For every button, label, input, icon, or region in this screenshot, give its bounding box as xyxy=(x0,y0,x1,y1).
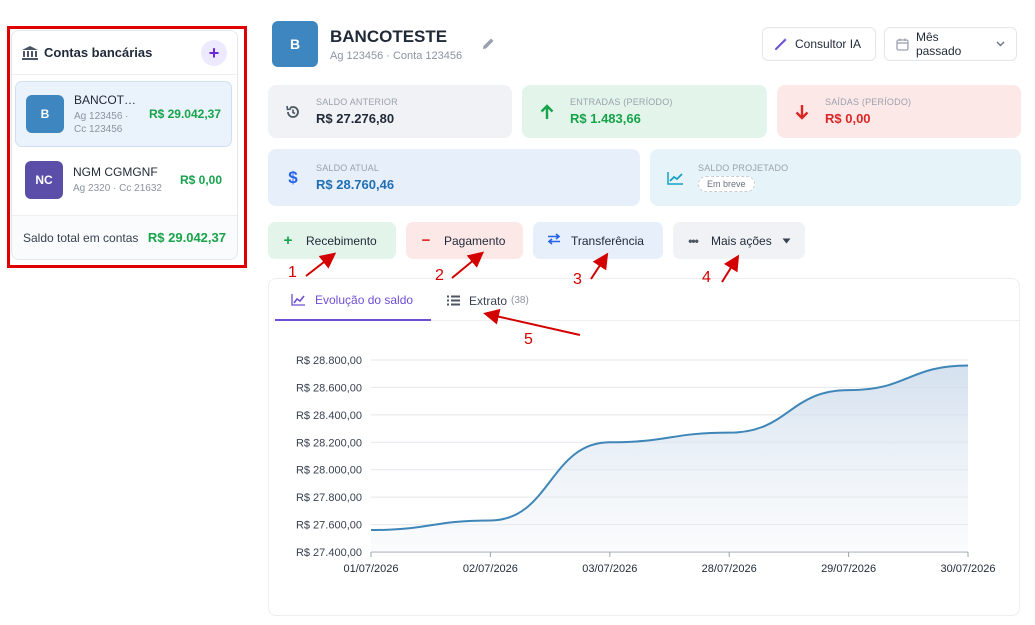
annotation-number: 2 xyxy=(435,267,444,284)
swap-arrows-icon xyxy=(547,232,561,249)
history-icon xyxy=(282,101,304,123)
annotation-number: 4 xyxy=(702,269,711,286)
annotation-arrow-4 xyxy=(721,254,740,283)
tab-label: Evolução do saldo xyxy=(315,292,414,307)
total-balance-label: Saldo total em contas xyxy=(23,230,139,245)
list-icon xyxy=(447,295,460,306)
stat-label: SAÍDAS (PERÍODO) xyxy=(825,97,912,107)
y-tick-label: R$ 27.800,00 xyxy=(296,492,362,504)
line-chart-icon xyxy=(664,167,686,189)
period-label: Mês passado xyxy=(915,30,962,58)
account-item-ngm[interactable]: NC NGM CGMGNF Ag 2320 · Cc 21632 R$ 0,00 xyxy=(15,147,232,213)
dollar-icon: $ xyxy=(288,167,298,187)
series-line xyxy=(370,364,969,532)
ellipsis-icon: ••• xyxy=(688,233,699,248)
total-balance-value: R$ 29.042,37 xyxy=(147,230,226,245)
stat-value: R$ 27.276,80 xyxy=(316,111,395,126)
tab-evolucao-saldo[interactable]: Evolução do saldo xyxy=(275,280,431,321)
x-tick-label: 01/07/2026 xyxy=(343,563,398,575)
account-balance: R$ 29.042,37 xyxy=(148,107,221,121)
y-tick-label: R$ 27.600,00 xyxy=(296,520,362,532)
mais-acoes-button[interactable]: ••• Mais ações xyxy=(673,222,805,259)
annotation-arrow-2 xyxy=(451,251,485,279)
transferencia-label: Transferência xyxy=(571,233,644,248)
annotation-number: 5 xyxy=(524,331,533,348)
account-agency: Ag 123456 · xyxy=(74,110,129,122)
add-account-button[interactable]: + xyxy=(201,39,227,66)
account-avatar: NC xyxy=(25,161,63,199)
coming-soon-badge: Em breve xyxy=(698,176,755,192)
annotation-number: 1 xyxy=(288,264,297,281)
page-title: BANCOTESTE xyxy=(330,27,448,46)
plus-icon: + xyxy=(283,232,293,249)
stat-saldo-projetado: SALDO PROJETADO Em breve xyxy=(650,149,1021,206)
x-tick-label: 28/07/2026 xyxy=(702,563,757,575)
bank-icon xyxy=(22,45,38,60)
annotation-highlight-frame xyxy=(7,26,247,268)
stat-label: SALDO PROJETADO xyxy=(698,163,789,173)
series-area xyxy=(371,365,968,552)
minus-icon: − xyxy=(421,232,431,249)
stat-entradas: ENTRADAS (PERÍODO) R$ 1.483,66 xyxy=(522,85,767,138)
x-tick-label: 02/07/2026 xyxy=(463,563,518,575)
period-select[interactable]: Mês passado xyxy=(884,27,1017,61)
stat-saldo-atual: $ SALDO ATUAL R$ 28.760,46 xyxy=(268,149,640,206)
bank-account-info: Ag 123456 · Conta 123456 xyxy=(330,50,463,62)
pagamento-button[interactable]: − Pagamento xyxy=(406,222,523,259)
annotation-arrow-3 xyxy=(590,252,609,280)
consultor-ia-label: Consultor IA xyxy=(795,37,862,51)
caret-down-icon xyxy=(782,238,791,243)
arrow-down-icon xyxy=(791,101,813,123)
y-tick-label: R$ 27.400,00 xyxy=(296,547,362,559)
y-tick-label: R$ 28.200,00 xyxy=(296,437,362,449)
stat-value: R$ 1.483,66 xyxy=(570,111,641,126)
tab-bar: Evolução do saldo Extrato (38) xyxy=(275,280,1020,321)
account-avatar: B xyxy=(26,95,64,133)
stat-label: SALDO ATUAL xyxy=(316,163,380,173)
tab-label: Extrato xyxy=(469,293,508,308)
bank-logo: B xyxy=(272,21,318,67)
stat-label: SALDO ANTERIOR xyxy=(316,97,398,107)
tab-extrato[interactable]: Extrato (38) xyxy=(447,280,529,321)
recebimento-label: Recebimento xyxy=(306,233,377,248)
x-tick-label: 03/07/2026 xyxy=(582,563,637,575)
annotation-arrow-1 xyxy=(305,252,337,277)
annotation-arrow-5 xyxy=(483,308,581,336)
total-balance-row: Saldo total em contas R$ 29.042,37 xyxy=(12,215,237,259)
account-balance: R$ 0,00 xyxy=(179,173,222,187)
annotation-number: 3 xyxy=(573,271,582,288)
mais-acoes-label: Mais ações xyxy=(711,233,772,248)
calendar-icon xyxy=(896,38,909,51)
y-tick-label: R$ 28.400,00 xyxy=(296,410,362,422)
account-agency: Ag 2320 · Cc 21632 xyxy=(73,183,162,194)
x-tick-label: 30/07/2026 xyxy=(940,563,995,575)
tab-count-badge: (38) xyxy=(511,295,529,306)
account-item-bancoteste[interactable]: B BANCOTESTE Ag 123456 · Cc 123456 R$ 29… xyxy=(15,81,232,147)
account-number: Cc 123456 xyxy=(74,123,123,135)
balance-evolution-chart: R$ 27.400,00 R$ 27.600,00 R$ 27.800,00 R$ 2… xyxy=(296,355,996,575)
chevron-down-icon xyxy=(996,41,1005,47)
pagamento-label: Pagamento xyxy=(444,233,506,248)
stat-value: R$ 28.760,46 xyxy=(316,177,395,192)
pencil-icon[interactable] xyxy=(482,37,495,50)
y-tick-label: R$ 28.000,00 xyxy=(296,465,362,477)
stat-saldo-anterior: SALDO ANTERIOR R$ 27.276,80 xyxy=(268,85,512,138)
stat-value: R$ 0,00 xyxy=(825,111,871,126)
stat-saidas: SAÍDAS (PERÍODO) R$ 0,00 xyxy=(777,85,1021,138)
sidebar-title: Contas bancárias xyxy=(44,45,153,60)
consultor-ia-button[interactable]: Consultor IA xyxy=(762,27,876,61)
y-tick-label: R$ 28.600,00 xyxy=(296,382,362,394)
area-chart-icon xyxy=(291,293,305,306)
arrow-up-icon xyxy=(536,101,558,123)
y-tick-label: R$ 28.800,00 xyxy=(296,355,362,367)
accounts-sidebar: Contas bancárias + B BANCOTESTE Ag 12345… xyxy=(11,30,238,260)
x-tick-label: 29/07/2026 xyxy=(821,563,876,575)
magic-wand-icon xyxy=(775,38,787,50)
stat-label: ENTRADAS (PERÍODO) xyxy=(570,97,673,107)
sidebar-header: Contas bancárias + xyxy=(12,31,237,75)
